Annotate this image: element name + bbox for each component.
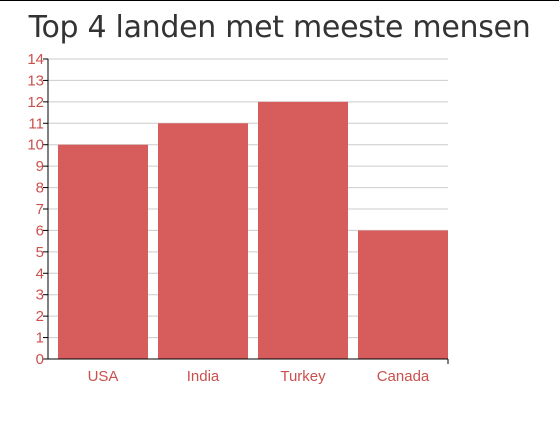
y-tick-label: 5 [36,244,44,261]
y-tick-label: 0 [36,351,44,368]
x-tick-label: Canada [377,368,430,385]
y-tick-label: 3 [36,287,44,304]
y-tick-label: 13 [27,72,44,89]
x-tick-label: India [187,368,220,385]
y-tick-label: 12 [27,94,44,111]
y-tick-label: 8 [36,180,44,197]
y-tick-label: 7 [36,201,44,218]
y-tick-label: 1 [36,330,44,347]
y-tick-label: 9 [36,158,44,175]
bar-canada [358,230,448,359]
y-tick-label: 2 [36,308,44,325]
x-tick-label: USA [88,368,119,385]
y-tick-label: 10 [27,137,44,154]
bar-india [158,123,248,360]
chart-title: Top 4 landen met meeste mensen [28,10,531,45]
y-tick-label: 14 [27,51,44,68]
axes [43,58,449,364]
bar-turkey [258,101,348,359]
bar-usa [58,144,148,359]
bars [58,101,448,360]
y-tick-label: 11 [28,115,44,132]
y-tick-label: 4 [36,265,44,282]
x-tick-label: Turkey [280,368,326,385]
y-tick-label: 6 [36,222,44,239]
